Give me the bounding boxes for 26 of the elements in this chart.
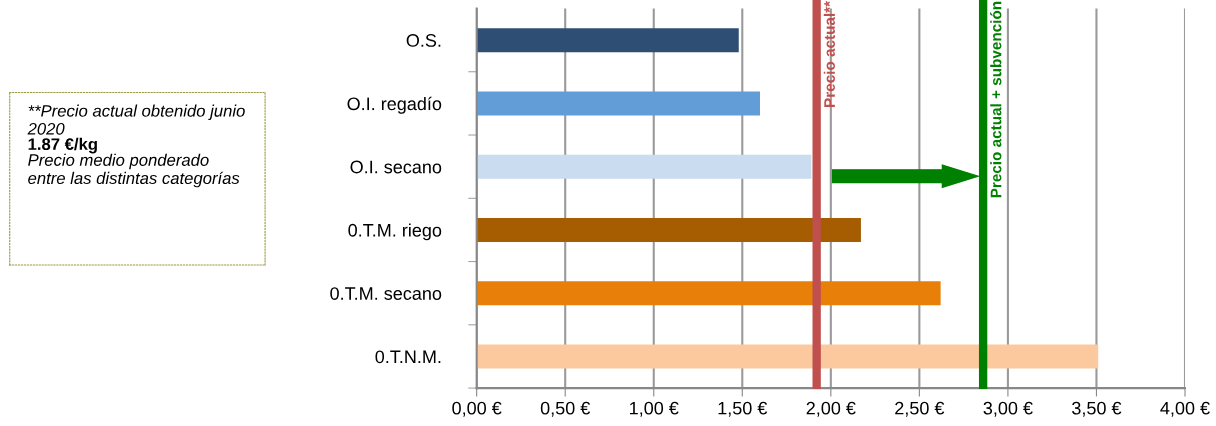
text: Precio medio ponderado entre las distintas categorías bbox=[28, 153, 240, 188]
x-tick-label: 1,50 € bbox=[718, 401, 768, 417]
x-tick-label: 0,50 € bbox=[540, 401, 591, 417]
bar bbox=[476, 344, 1099, 369]
x-tick-label: 3,50 € bbox=[1072, 401, 1122, 417]
bar bbox=[476, 91, 760, 116]
text: 1.87 €/kg bbox=[28, 137, 97, 154]
x-tick-label: 2,50 € bbox=[895, 401, 945, 417]
text: **Precio actual obtenido junio 2020 bbox=[27, 104, 245, 135]
y-tick-label: O.S. bbox=[406, 34, 441, 47]
bar bbox=[476, 154, 812, 179]
bar bbox=[476, 28, 739, 53]
ref-line-label: Precio actual + subvención bbox=[990, 1, 1002, 198]
x-tick-label: 0,00 € bbox=[452, 401, 502, 417]
y-tick-label: O.I. secano bbox=[350, 160, 442, 174]
y-tick-label: 0.T.M. secano bbox=[330, 287, 442, 300]
bar bbox=[476, 217, 861, 242]
bar bbox=[476, 281, 941, 306]
y-tick-label: O.I. regadío bbox=[347, 96, 442, 114]
y-tick-label: 0.T.N.M. bbox=[375, 350, 441, 364]
ref-line-label: Precio actual** bbox=[823, 0, 835, 107]
x-tick-label: 1,00 € bbox=[630, 401, 679, 417]
x-tick-label: 3,00 € bbox=[983, 401, 1033, 417]
x-tick-label: 4,00 € bbox=[1160, 401, 1210, 417]
x-tick-label: 2,00 € bbox=[806, 401, 856, 417]
y-tick-label: 0.T.M. riego bbox=[348, 223, 442, 241]
